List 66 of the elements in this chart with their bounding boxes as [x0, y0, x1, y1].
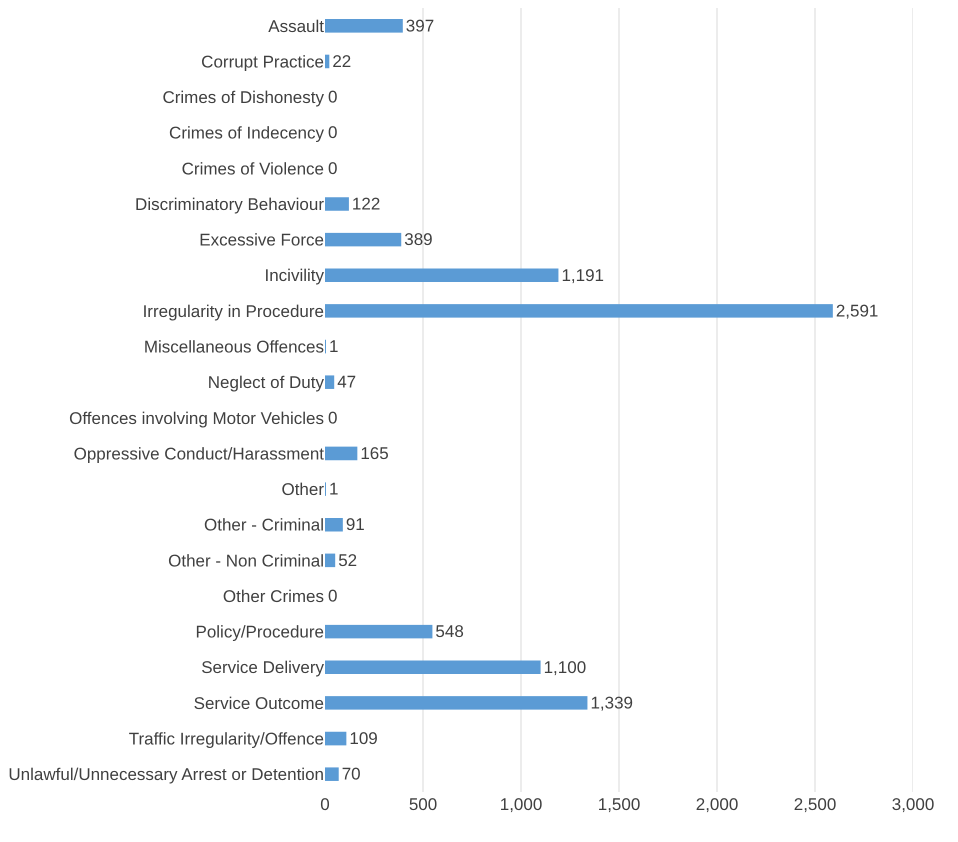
- data-label: 165: [360, 444, 389, 463]
- bar: [325, 696, 588, 710]
- bar: [325, 232, 402, 246]
- data-label: 0: [328, 88, 338, 107]
- bar: [325, 767, 339, 781]
- data-label: 91: [346, 515, 365, 534]
- bar: [325, 518, 343, 532]
- y-tick-label: Other - Non Criminal: [168, 551, 324, 570]
- x-tick-label: 3,000: [892, 795, 934, 814]
- x-tick-label: 0: [320, 795, 330, 814]
- data-label: 1,100: [544, 658, 586, 677]
- bar: [325, 660, 541, 674]
- x-tick-label: 1,000: [500, 795, 542, 814]
- bar: [325, 375, 334, 389]
- data-label: 1: [329, 480, 338, 499]
- bar: [325, 732, 346, 746]
- y-tick-label: Neglect of Duty: [208, 373, 324, 392]
- data-label: 47: [337, 372, 356, 392]
- data-label: 0: [328, 586, 338, 606]
- data-label: 0: [328, 408, 338, 428]
- y-tick-label: Traffic Irregularity/Offence: [128, 730, 324, 748]
- y-tick-label: Miscellaneous Offences: [144, 338, 324, 356]
- bar: [325, 624, 432, 638]
- y-tick-label: Discriminatory Behaviour: [135, 194, 324, 214]
- data-label: 2,591: [836, 301, 878, 320]
- bar: [325, 19, 403, 33]
- y-tick-label: Oppressive Conduct/Harassment: [74, 444, 324, 464]
- bar: [325, 197, 349, 211]
- data-label: 548: [435, 622, 464, 642]
- y-tick-label: Crimes of Indecency: [169, 124, 324, 143]
- y-tick-label: Policy/Procedure: [195, 622, 324, 642]
- bar: [325, 304, 833, 318]
- data-label: 389: [404, 230, 433, 250]
- y-tick-label: Corrupt Practice: [201, 52, 324, 72]
- data-label: 52: [338, 550, 358, 570]
- data-label: 109: [349, 729, 378, 748]
- x-tick-label: 2,000: [696, 795, 738, 814]
- y-tick-label: Service Outcome: [194, 694, 324, 713]
- y-tick-label: Crimes of Violence: [182, 159, 324, 178]
- x-tick-label: 2,500: [794, 795, 836, 814]
- y-tick-label: Offences involving Motor Vehicles: [69, 408, 324, 428]
- y-tick-label: Assault: [268, 16, 324, 36]
- y-tick-label: Service Delivery: [201, 658, 324, 678]
- y-tick-label: Other Crimes: [222, 586, 324, 606]
- y-tick-label: Other: [281, 480, 324, 500]
- x-tick-label: 1,500: [598, 795, 640, 814]
- data-label: 1: [329, 337, 338, 356]
- data-label: 1,339: [590, 693, 633, 712]
- bar: [325, 554, 336, 568]
- bar: [325, 268, 558, 282]
- data-label: 122: [352, 194, 380, 214]
- y-tick-label: Irregularity in Procedure: [142, 302, 324, 321]
- data-label: 397: [406, 16, 434, 36]
- x-tick-label: 500: [408, 795, 438, 814]
- data-label: 70: [342, 764, 361, 784]
- data-label: 1,191: [561, 266, 604, 285]
- bar: [325, 54, 330, 68]
- data-label: 0: [328, 158, 338, 178]
- y-tick-label: Excessive Force: [199, 230, 324, 250]
- data-label: 22: [332, 52, 352, 71]
- bar: [325, 446, 358, 460]
- y-tick-label: Incivility: [264, 266, 324, 286]
- y-tick-label: Unlawful/Unnecessary Arrest or Detention: [8, 765, 324, 784]
- y-tick-label: Other - Criminal: [204, 516, 324, 535]
- data-label: 0: [328, 123, 338, 142]
- y-tick-label: Crimes of Dishonesty: [162, 88, 324, 108]
